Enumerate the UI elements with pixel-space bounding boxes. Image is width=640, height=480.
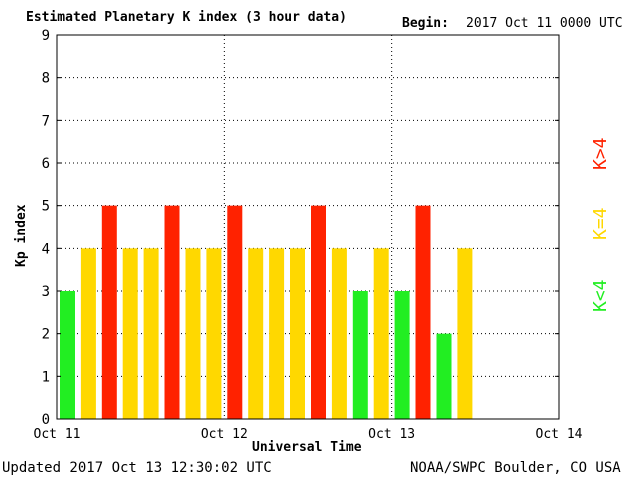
kp-bar [122, 248, 138, 419]
plot-frame [56, 34, 560, 420]
y-tick-label: 2 [42, 327, 50, 343]
updated-timestamp: Updated 2017 Oct 13 12:30:02 UTC [2, 460, 272, 476]
source-credit: NOAA/SWPC Boulder, CO USA [410, 460, 621, 476]
x-tick-label: Oct 14 [536, 427, 583, 442]
legend-k-high: K>4 [590, 137, 611, 170]
kp-bar [373, 248, 389, 419]
kp-bar [352, 291, 368, 419]
y-tick-label: 0 [42, 412, 50, 428]
begin-label: Begin: [402, 16, 449, 31]
y-tick-label: 6 [42, 156, 50, 172]
kp-bar [143, 248, 159, 419]
kp-bar [80, 248, 96, 419]
x-tick-label: Oct 13 [368, 427, 415, 442]
y-tick-label: 7 [42, 113, 50, 129]
kp-bar [457, 248, 473, 419]
kp-bar [331, 248, 347, 419]
y-axis-label: Kp index [14, 204, 29, 267]
begin-value: 2017 Oct 11 0000 UTC [466, 16, 623, 31]
chart-title: Estimated Planetary K index (3 hour data… [26, 10, 347, 25]
kp-bar [436, 333, 452, 419]
kp-bar [206, 248, 222, 419]
y-tick-label: 4 [42, 241, 50, 257]
y-tick-label: 1 [42, 369, 50, 385]
kp-bar [227, 205, 243, 419]
kp-bar [415, 205, 431, 419]
y-tick-label: 8 [42, 71, 50, 87]
y-tick-label: 9 [42, 28, 50, 44]
kp-bar [290, 248, 305, 419]
kp-bar [164, 205, 180, 419]
bars [60, 205, 473, 419]
kp-bar [185, 248, 201, 419]
kp-bar [394, 291, 410, 419]
x-tick-label: Oct 11 [34, 427, 81, 442]
y-tick-label: 5 [42, 199, 50, 215]
x-tick-label: Oct 12 [201, 427, 248, 442]
kp-bar [60, 291, 75, 419]
y-tick-label: 3 [42, 284, 50, 300]
legend-k-equal: K=4 [590, 207, 611, 240]
kp-bar [248, 248, 264, 419]
kp-bar [101, 205, 117, 419]
x-ticks: Oct 11 Oct 12 Oct 13 Oct 14 [34, 427, 583, 442]
grid-lines [57, 34, 559, 419]
kp-bar [269, 248, 285, 419]
y-ticks: 0 1 2 3 4 5 6 7 8 9 [42, 28, 559, 428]
x-axis-label: Universal Time [252, 440, 362, 455]
legend-k-low: K<4 [590, 279, 611, 312]
kp-bar [311, 205, 326, 419]
